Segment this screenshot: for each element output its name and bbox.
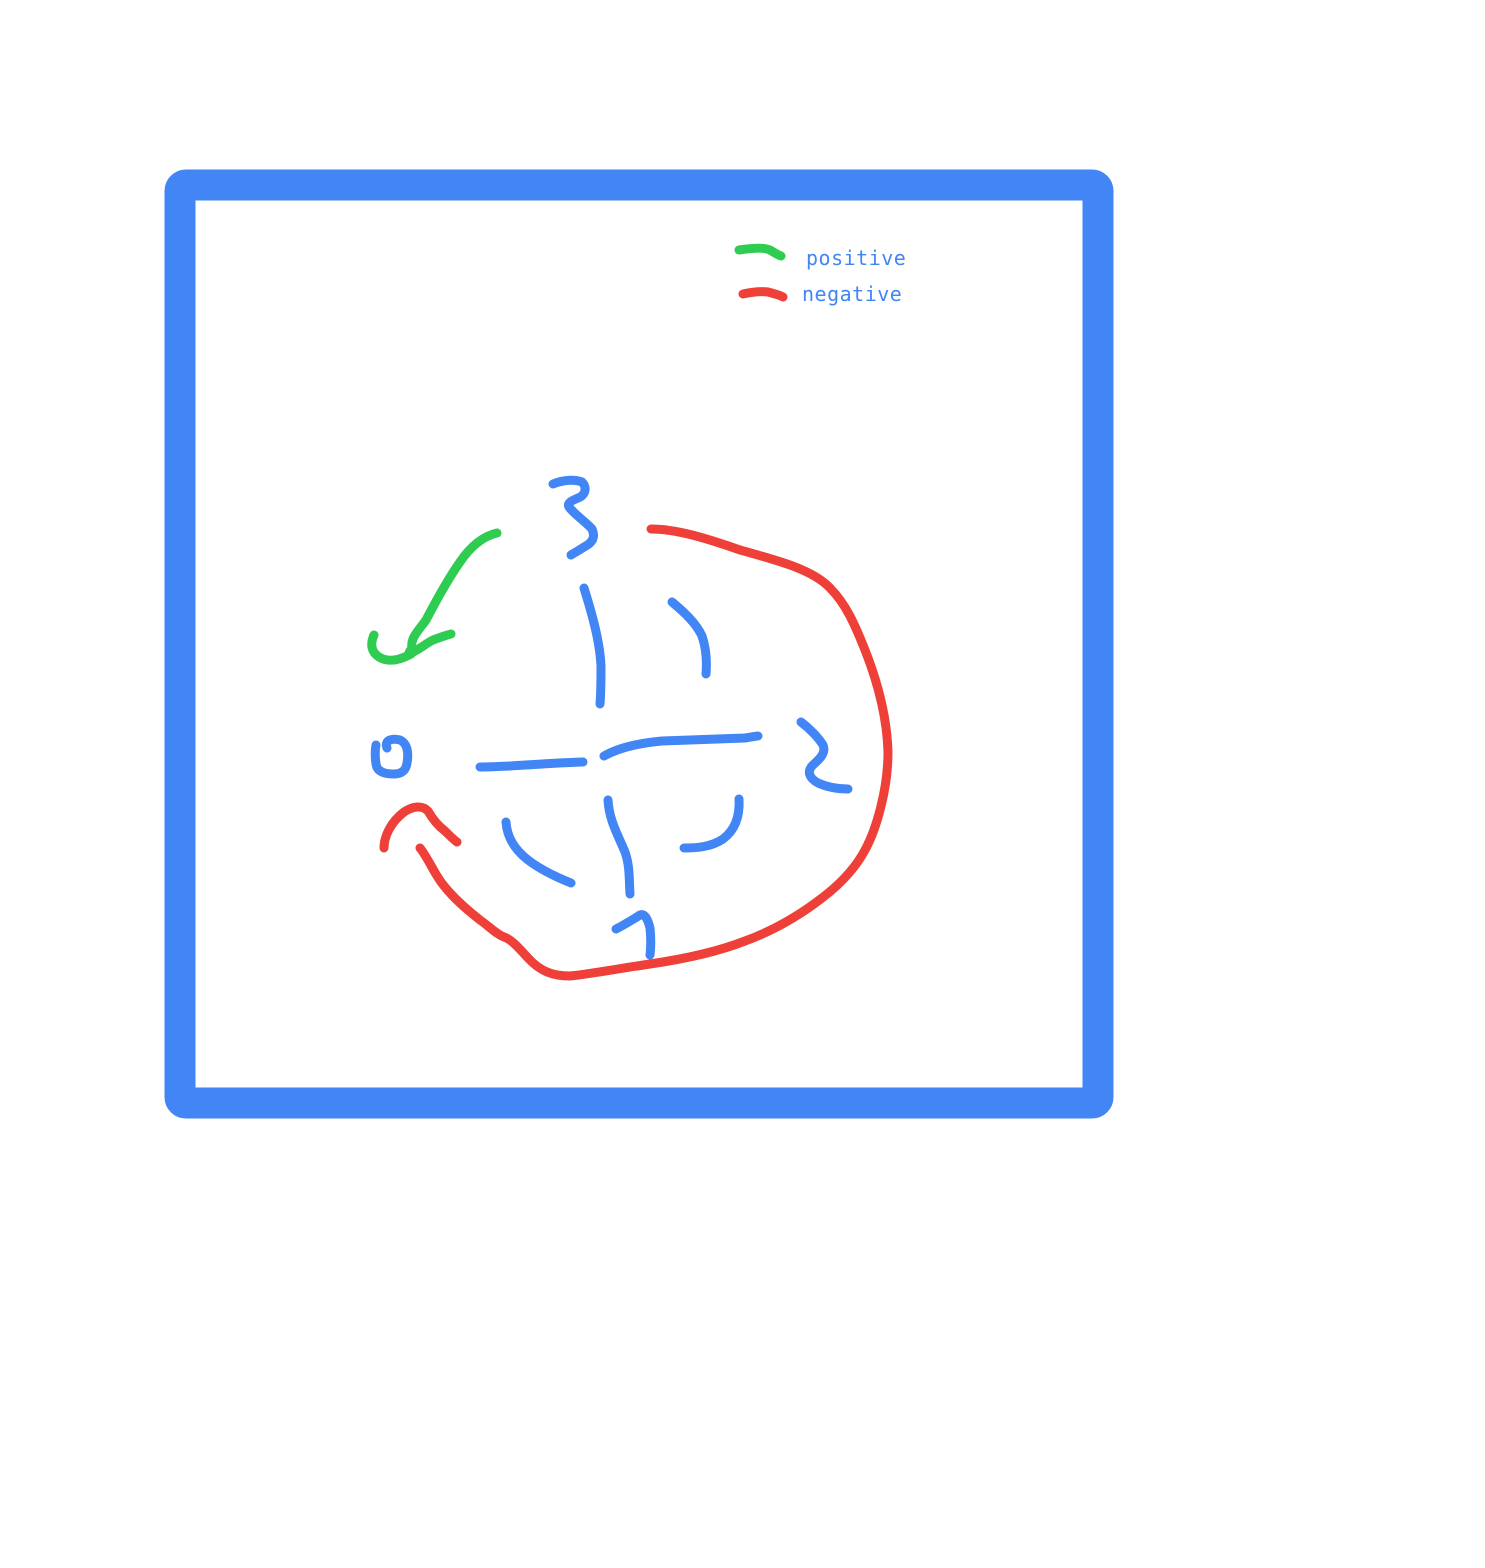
cross-bottom-line (603, 795, 635, 899)
positive-edge-arrowhead (406, 629, 456, 658)
frame-border (164, 169, 1114, 1119)
negative-edge-arrowhead (379, 802, 462, 853)
negative-edge-arc (415, 524, 893, 981)
quadrant-arc-bottom-left (501, 817, 576, 888)
node-1-label (611, 910, 656, 960)
quadrant-arc-bottom-right (679, 794, 744, 853)
legend-negative-label: negative (802, 282, 903, 306)
cross-left-line (475, 757, 588, 772)
node-3-label (548, 475, 598, 560)
legend-negative-swatch (738, 287, 788, 302)
cross-right-line (599, 731, 763, 761)
quadrant-arc-top-right (667, 597, 711, 679)
cross-top-line (579, 583, 606, 709)
node-2-label (796, 717, 853, 794)
node-0-label (370, 734, 413, 779)
legend-positive-swatch (734, 243, 786, 261)
legend-positive-label: positive (806, 246, 907, 270)
